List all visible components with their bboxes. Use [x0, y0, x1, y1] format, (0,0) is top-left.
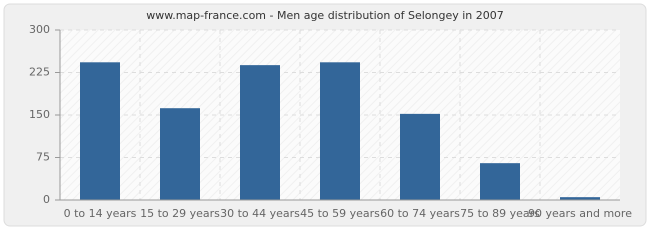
page: {"chart_data": {"type": "bar", "title": …: [3, 3, 647, 227]
bar: [560, 197, 600, 200]
y-tick-label: 300: [29, 23, 50, 36]
chart-title: www.map-france.com - Men age distributio…: [146, 9, 504, 22]
bar: [400, 113, 440, 200]
chart: www.map-france.com - Men age distributio…: [3, 3, 647, 227]
x-tick-label: 45 to 59 years: [300, 207, 380, 220]
y-tick-label: 0: [43, 193, 50, 206]
bar: [240, 65, 280, 200]
x-tick-label: 30 to 44 years: [220, 207, 300, 220]
y-tick-label: 150: [29, 108, 50, 121]
x-tick-label: 90 years and more: [528, 207, 632, 220]
x-tick-label: 15 to 29 years: [140, 207, 220, 220]
bar: [160, 108, 200, 200]
x-tick-label: 75 to 89 years: [460, 207, 540, 220]
bar: [480, 163, 520, 200]
y-tick-label: 75: [36, 151, 50, 164]
x-tick-label: 0 to 14 years: [64, 207, 137, 220]
bar: [320, 62, 360, 200]
bar: [80, 62, 120, 200]
y-tick-label: 225: [29, 66, 50, 79]
x-tick-label: 60 to 74 years: [380, 207, 460, 220]
